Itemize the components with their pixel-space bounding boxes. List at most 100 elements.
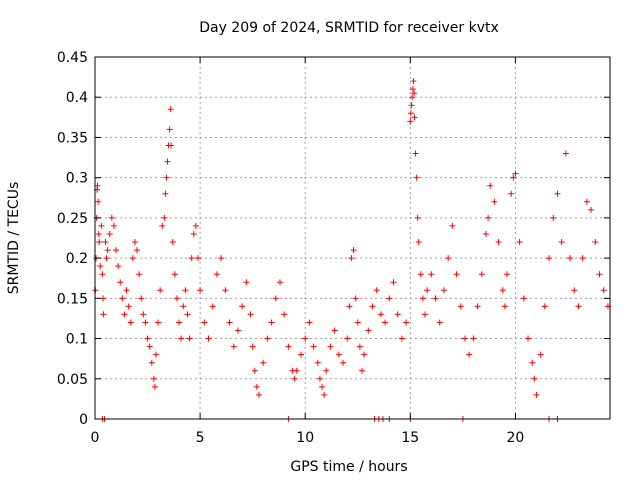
data-point	[146, 343, 153, 350]
data-point	[512, 170, 519, 177]
data-point	[386, 295, 393, 302]
data-point	[453, 271, 460, 278]
x-tick-label: 10	[296, 430, 314, 446]
data-point	[104, 247, 111, 254]
data-point	[600, 287, 607, 294]
data-point	[409, 94, 416, 101]
data-point	[358, 367, 365, 374]
data-point	[108, 214, 115, 221]
data-point	[222, 287, 229, 294]
data-point	[138, 295, 145, 302]
data-point	[255, 391, 262, 398]
data-point	[136, 271, 143, 278]
data-point	[575, 303, 582, 310]
data-point	[403, 319, 410, 326]
data-point	[596, 271, 603, 278]
data-point	[482, 230, 489, 237]
data-point	[411, 90, 418, 97]
data-points	[92, 78, 611, 422]
data-point	[281, 311, 288, 318]
data-point	[144, 335, 151, 342]
data-point	[508, 190, 515, 197]
data-point	[354, 319, 361, 326]
data-point	[369, 303, 376, 310]
data-point	[163, 174, 170, 181]
data-point	[306, 319, 313, 326]
data-point	[365, 327, 372, 334]
data-point	[96, 239, 103, 246]
data-point	[579, 255, 586, 262]
data-point	[415, 239, 422, 246]
data-point	[408, 102, 415, 109]
data-point	[180, 303, 187, 310]
y-tick-label: 0.3	[66, 171, 88, 187]
data-point	[504, 271, 510, 278]
x-tick-label: 0	[91, 430, 100, 446]
data-point	[499, 287, 506, 294]
data-point	[436, 319, 443, 326]
data-point	[103, 255, 110, 262]
data-point	[487, 182, 494, 189]
data-point	[377, 311, 384, 318]
data-point	[268, 319, 275, 326]
y-axis-label: SRMTID / TECUs	[6, 182, 22, 295]
data-point	[588, 206, 595, 213]
data-point	[226, 319, 233, 326]
data-point	[390, 279, 397, 286]
data-point	[192, 222, 199, 229]
data-point	[361, 351, 368, 358]
data-point	[348, 255, 355, 262]
data-point	[583, 198, 590, 205]
data-point	[516, 239, 523, 246]
data-point	[168, 142, 175, 149]
data-point	[134, 247, 141, 254]
data-point	[186, 335, 193, 342]
plot-frame	[94, 56, 611, 420]
data-point	[350, 247, 357, 254]
data-point	[95, 230, 102, 237]
data-point	[117, 279, 124, 286]
y-tick-label: 0.35	[57, 130, 88, 146]
data-point	[110, 222, 117, 229]
data-point	[501, 303, 508, 310]
data-point	[346, 303, 353, 310]
x-axis-label: GPS time / hours	[290, 459, 407, 475]
data-point	[413, 174, 420, 181]
data-point	[169, 239, 176, 246]
data-point	[161, 214, 168, 221]
data-point	[356, 343, 363, 350]
data-point	[129, 255, 136, 262]
data-point	[102, 239, 109, 246]
data-point	[195, 255, 201, 262]
data-point	[140, 311, 147, 318]
data-point	[166, 126, 173, 133]
y-tick-label: 0.1	[66, 332, 88, 348]
data-point	[230, 343, 237, 350]
x-tick-label: 20	[506, 430, 524, 446]
data-point	[440, 287, 447, 294]
data-point	[171, 271, 178, 278]
data-point	[533, 391, 540, 398]
data-point	[142, 319, 149, 326]
data-point	[276, 279, 283, 286]
data-point	[417, 271, 424, 278]
data-point	[407, 110, 414, 117]
data-point	[97, 263, 104, 270]
data-point	[162, 190, 169, 197]
data-point	[520, 295, 527, 302]
data-point	[409, 86, 416, 93]
data-point	[167, 106, 174, 113]
data-point	[461, 335, 468, 342]
data-point	[554, 190, 561, 197]
data-point	[157, 287, 164, 294]
data-point	[310, 343, 317, 350]
axes: 0 0.05 0.1 0.15 0.2 0.25 0.3 0.35 0.4 0.45 0 5 10 15 2…	[57, 50, 610, 446]
data-point	[432, 295, 439, 302]
data-point	[410, 78, 417, 85]
data-point	[335, 351, 342, 358]
data-point	[197, 287, 204, 294]
data-point	[382, 319, 389, 326]
data-point	[571, 287, 578, 294]
data-point	[131, 239, 138, 246]
